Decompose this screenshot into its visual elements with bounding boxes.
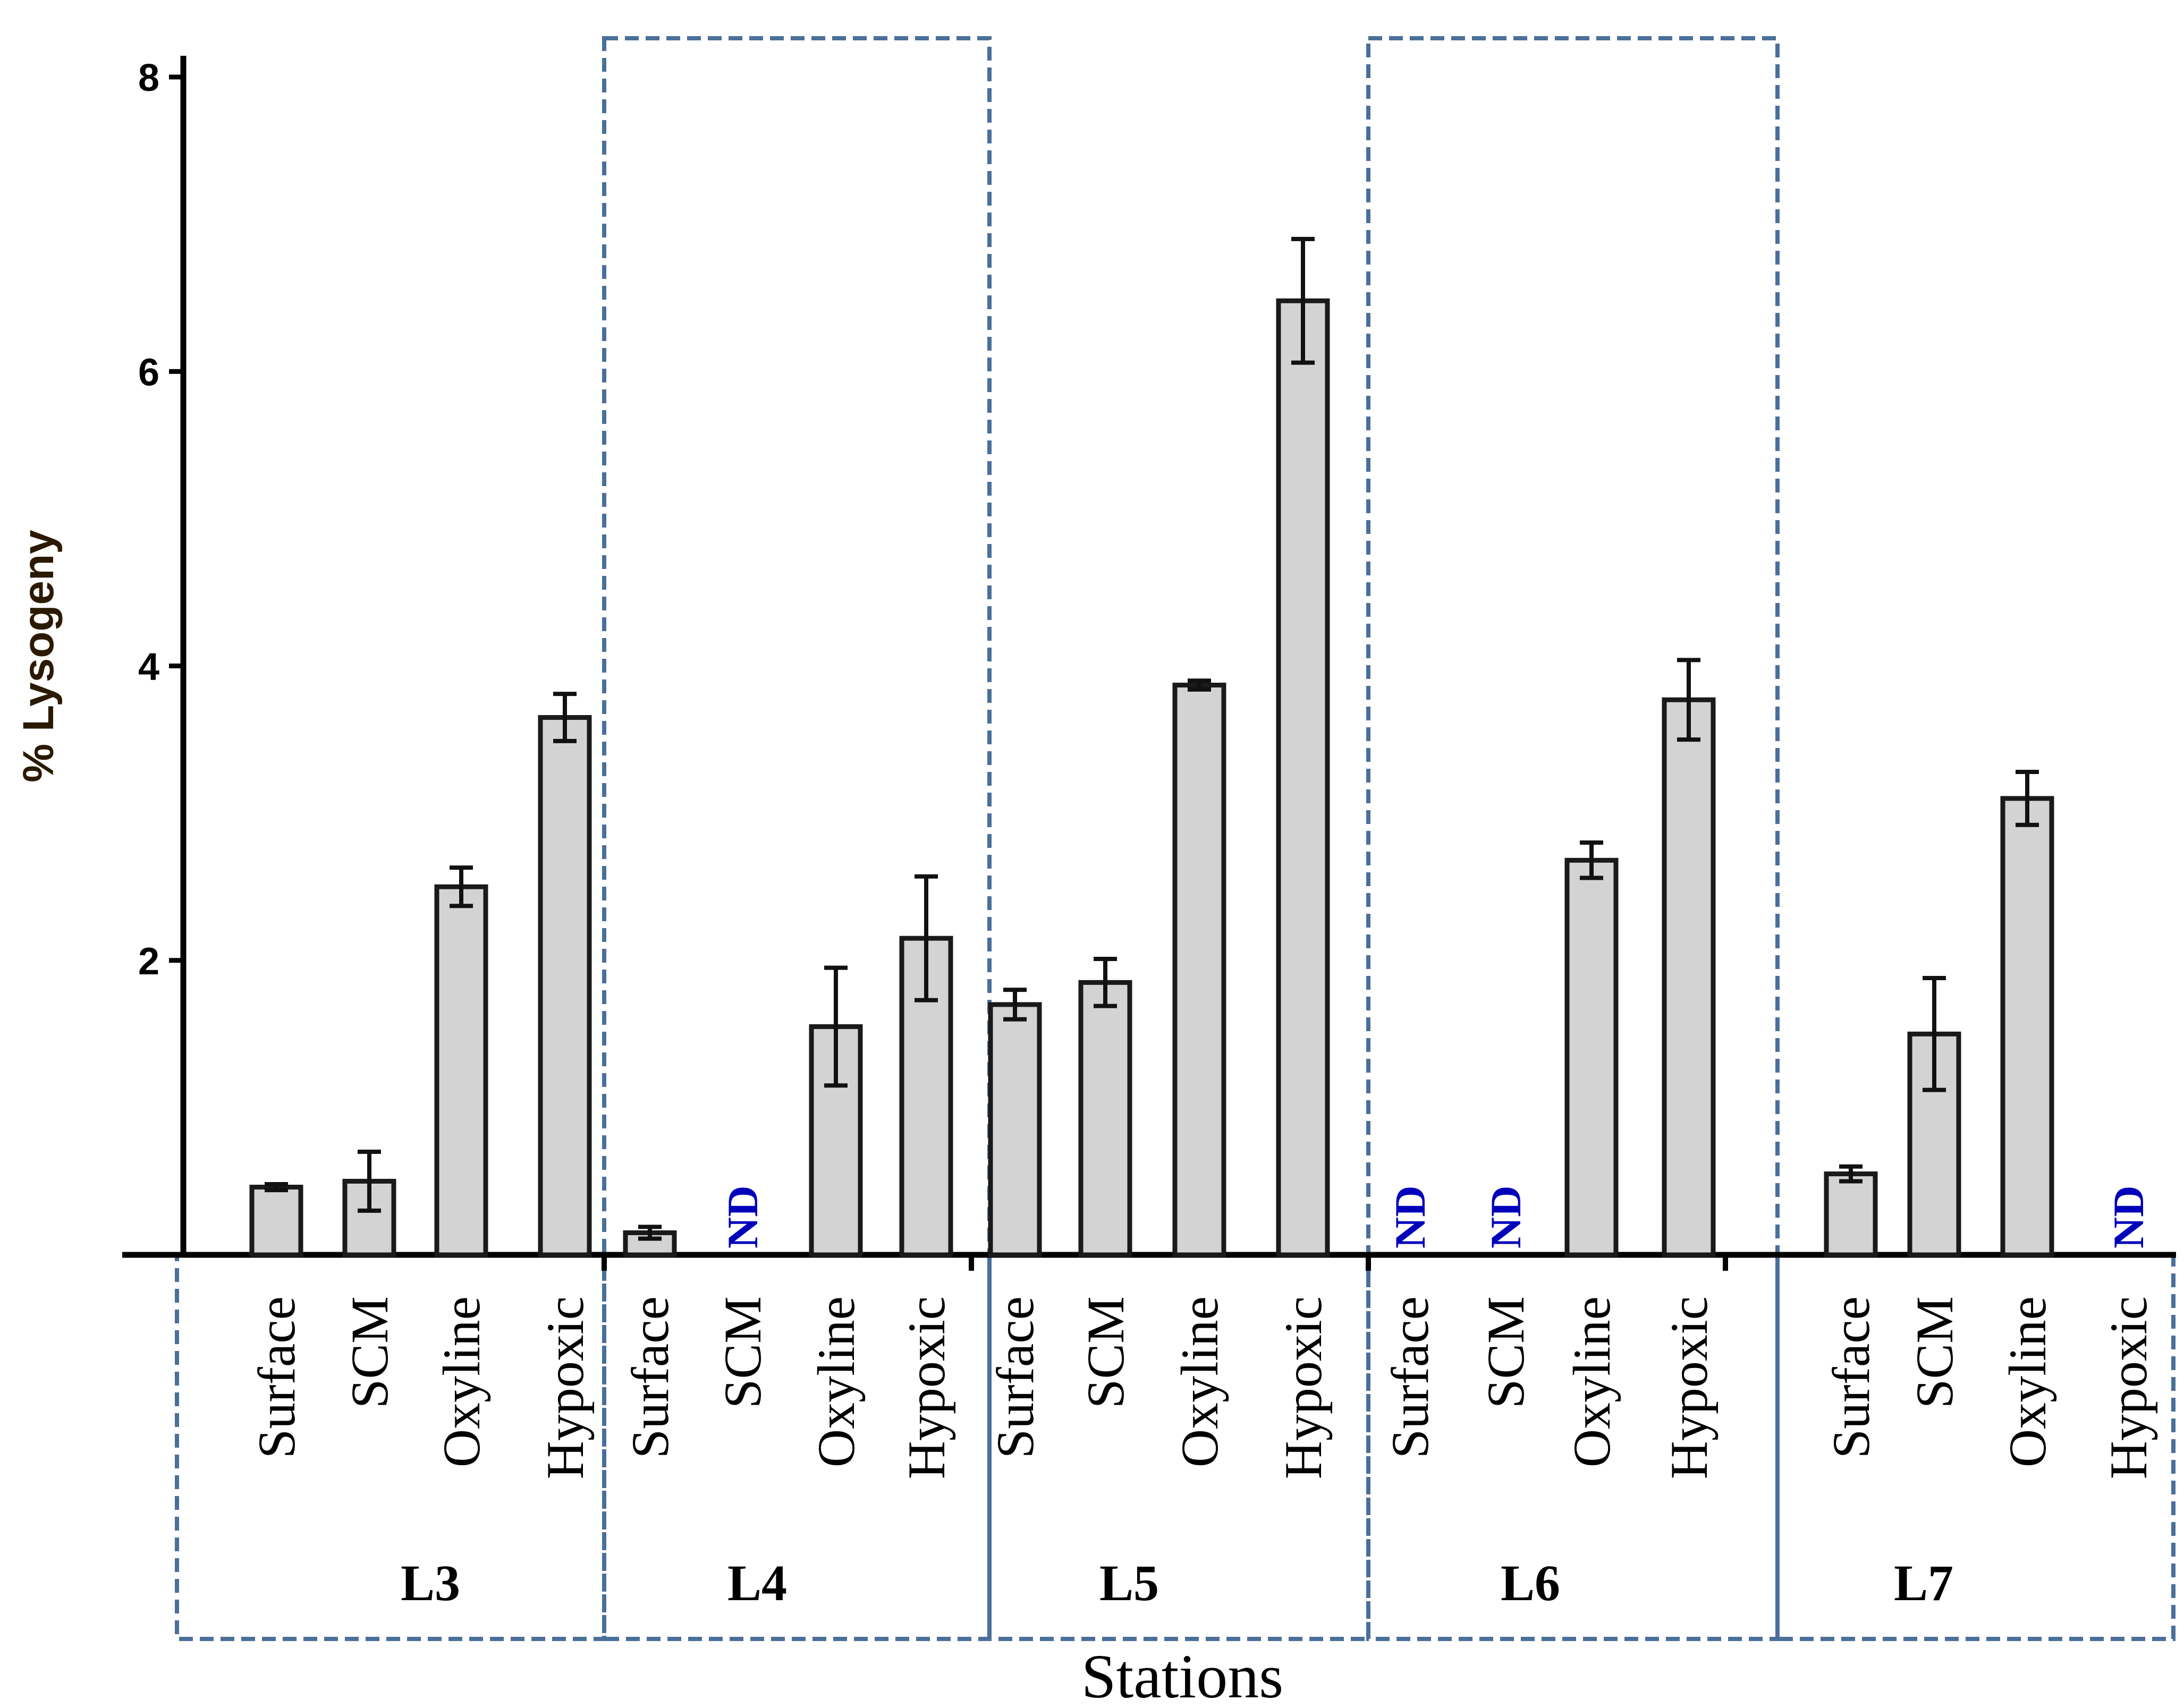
bar (249, 1185, 303, 1257)
category-label: Surface (1822, 1296, 1881, 1458)
bar (1824, 1171, 1878, 1257)
category-label: Oxyline (432, 1296, 491, 1467)
category-label: SCM (1476, 1296, 1535, 1408)
y-tick-label: 2 (138, 940, 159, 983)
category-label: SCM (713, 1296, 772, 1408)
bar (434, 884, 488, 1257)
y-tick-label: 8 (138, 57, 159, 99)
category-label: SCM (1076, 1296, 1135, 1408)
bar (1564, 857, 1619, 1257)
category-label: SCM (1905, 1296, 1964, 1408)
nd-label: ND (718, 1186, 767, 1248)
bar (538, 715, 592, 1257)
category-label: Hypoxic (897, 1296, 956, 1479)
station-label: L3 (401, 1554, 460, 1611)
category-label: Oxyline (807, 1296, 866, 1467)
category-label: Surface (247, 1296, 306, 1458)
category-label: Hypoxic (1660, 1296, 1719, 1479)
bar (2000, 796, 2054, 1257)
category-label: Hypoxic (536, 1296, 595, 1479)
bar (1662, 697, 1716, 1257)
category-label: Oxyline (1170, 1296, 1229, 1467)
station-label: L4 (727, 1554, 787, 1611)
category-label: Surface (1381, 1296, 1440, 1458)
category-label: SCM (340, 1296, 399, 1408)
station-label: L6 (1501, 1554, 1560, 1611)
nd-label: ND (1482, 1186, 1530, 1248)
category-label: Hypoxic (2099, 1296, 2158, 1479)
nd-label: ND (2104, 1186, 2153, 1248)
y-axis-label: % Lysogeny (14, 530, 63, 783)
category-label: Surface (621, 1296, 680, 1458)
y-ticks: 8 6 4 2 (138, 57, 1728, 1271)
category-label: Oxyline (1562, 1296, 1621, 1467)
bar (1172, 683, 1226, 1257)
category-label: Hypoxic (1274, 1296, 1333, 1479)
y-tick-label: 4 (138, 646, 159, 689)
station-label: L7 (1894, 1554, 1953, 1611)
bar (1276, 298, 1330, 1257)
category-label: Surface (986, 1296, 1045, 1458)
x-tick-labels: Surface SCM Oxyline Hypoxic L3 Surface SCM Oxyl… (247, 1296, 2158, 1611)
category-label: Oxyline (1998, 1296, 2057, 1467)
bar (1078, 980, 1132, 1257)
bar (988, 1002, 1042, 1257)
bars: ND ND ND ND (249, 236, 2153, 1257)
y-tick-label: 6 (138, 351, 159, 394)
nd-label: ND (1386, 1186, 1434, 1248)
axes (122, 56, 2176, 1258)
x-axis-label: Stations (1081, 1642, 1283, 1708)
station-label: L5 (1099, 1554, 1159, 1611)
